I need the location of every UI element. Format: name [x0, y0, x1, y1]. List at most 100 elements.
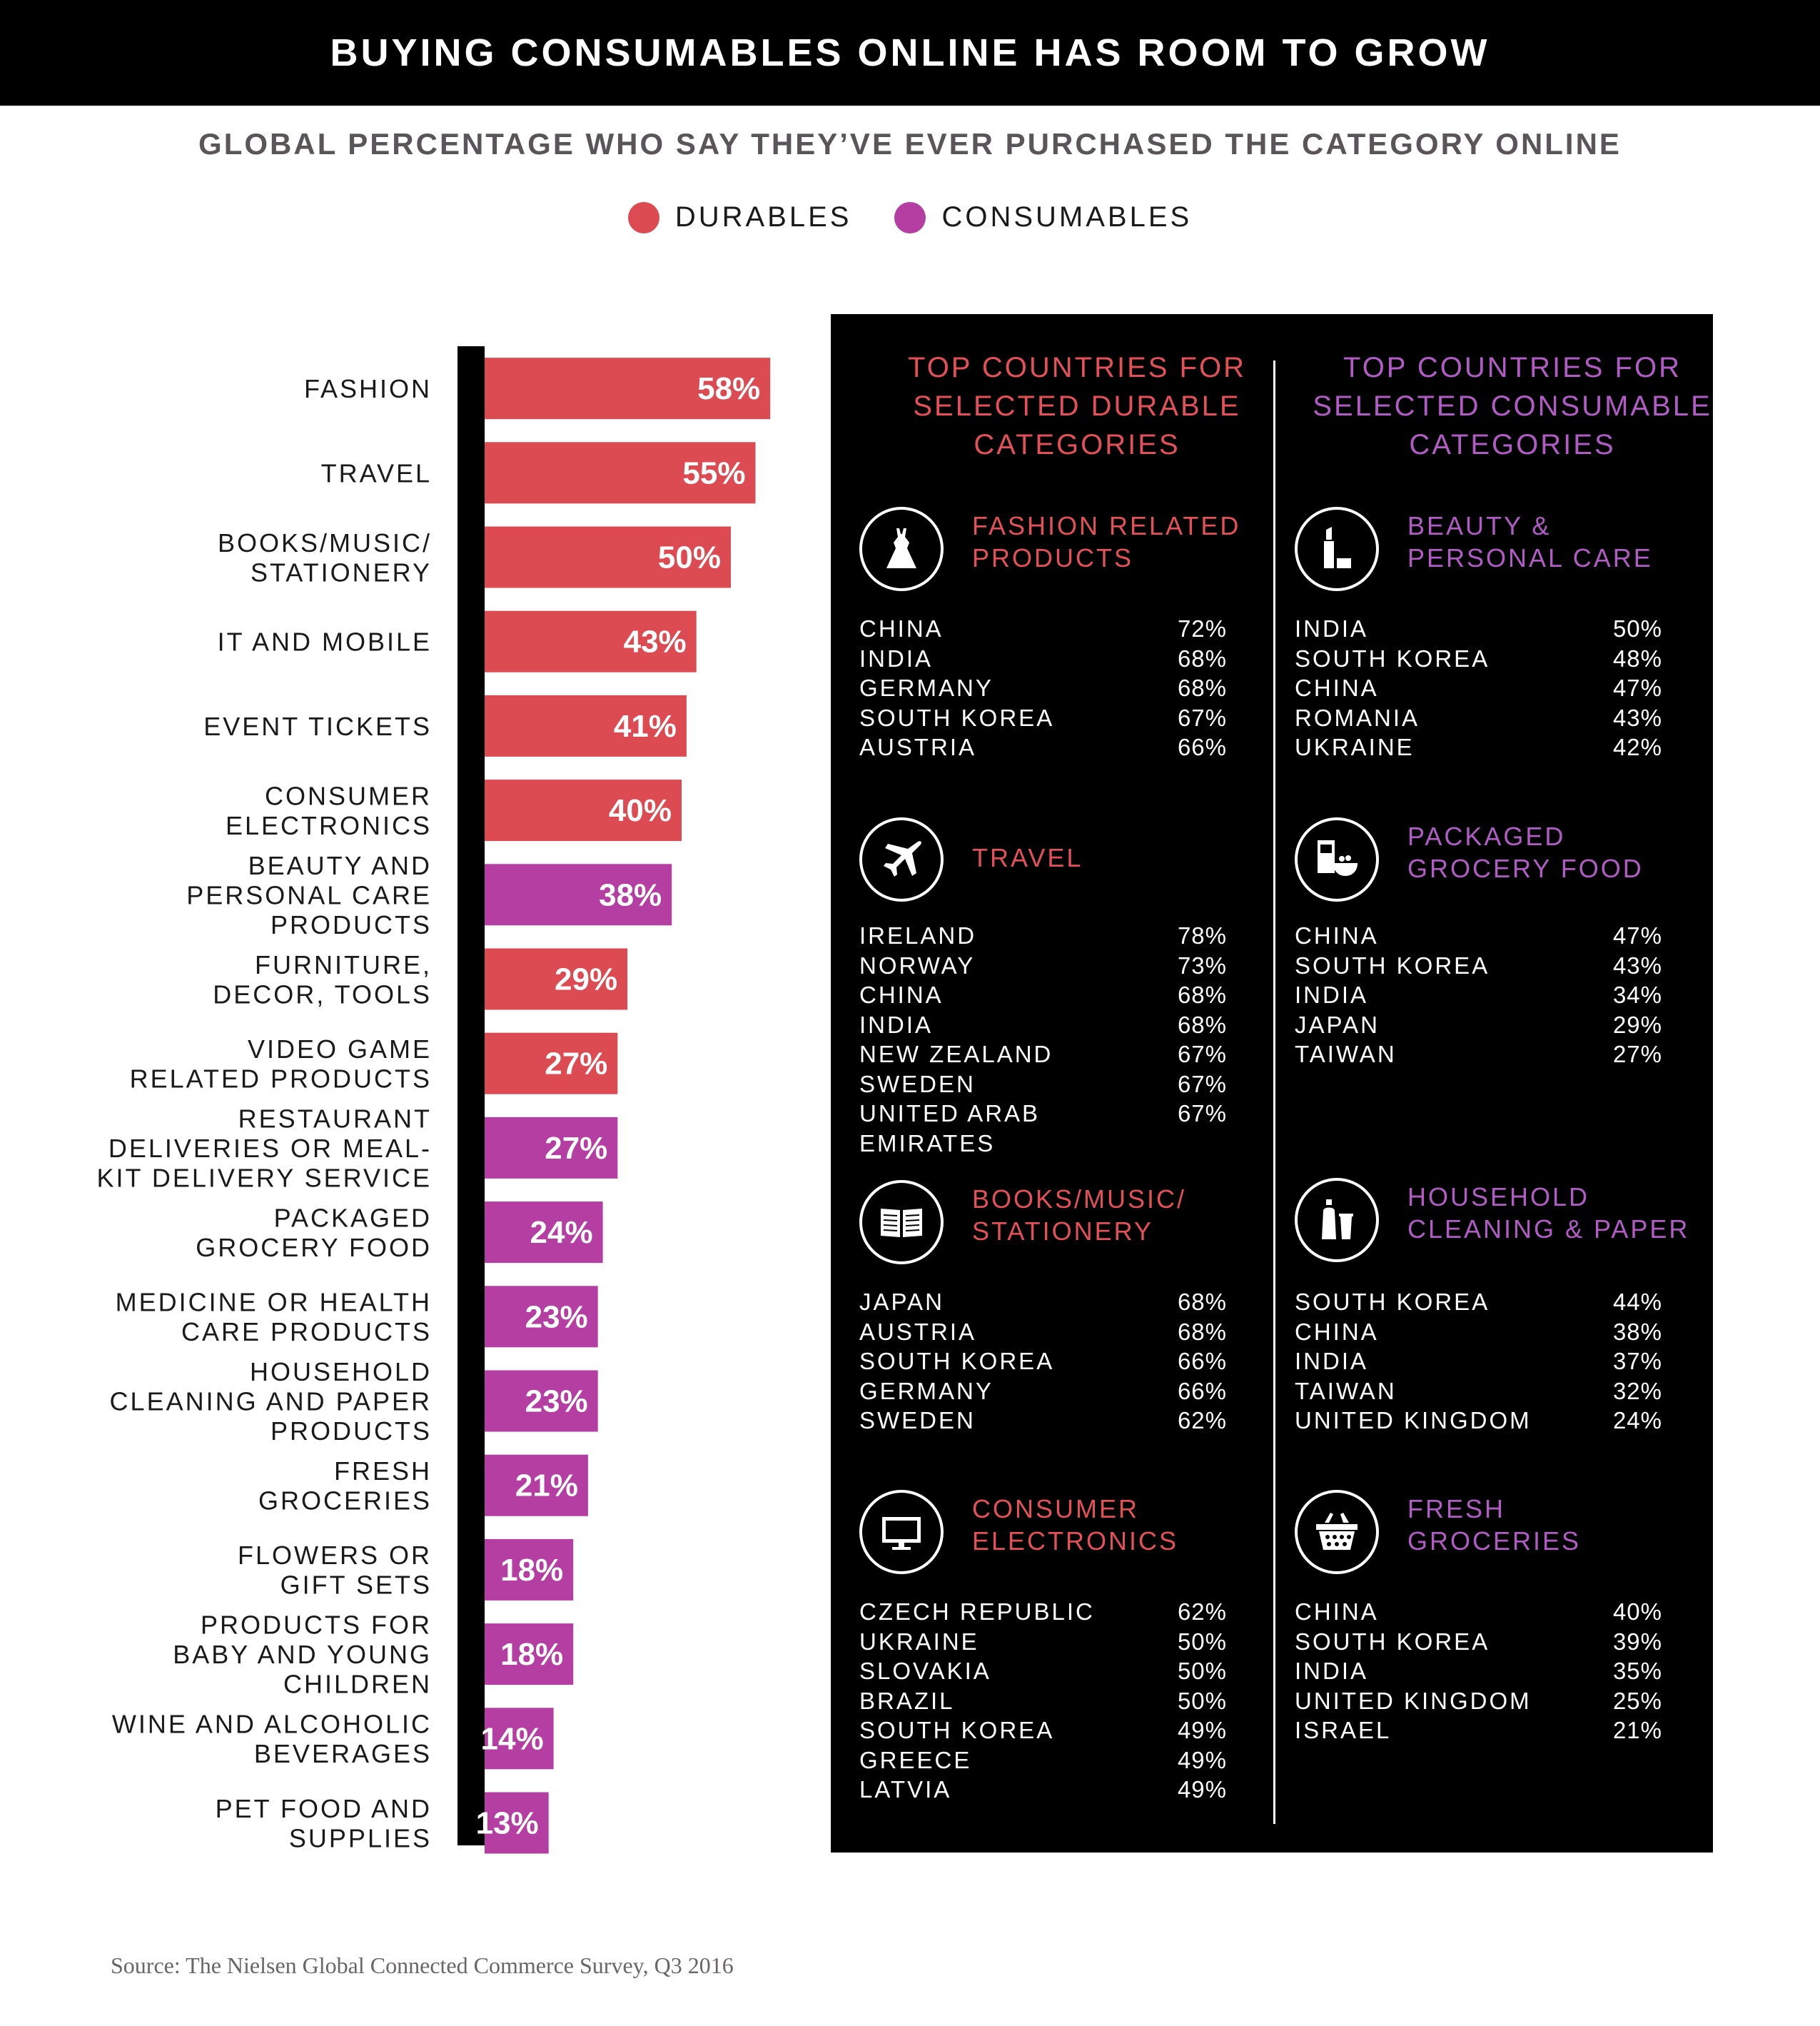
bar-value-label: 43% — [624, 625, 687, 660]
country-row: NORWAY 73% — [859, 951, 1227, 981]
country-percent: 38% — [1612, 1318, 1662, 1345]
country-name: SWEDEN — [859, 1407, 976, 1433]
bar — [485, 442, 756, 504]
durable-column-header: TOP COUNTRIES FOR SELECTED DURABLE CATEG… — [859, 348, 1295, 464]
legend-item-durables: DURABLES — [627, 201, 852, 233]
section-title: TRAVEL — [972, 842, 1083, 874]
section-title: HOUSEHOLD CLEANING & PAPER — [1407, 1181, 1689, 1245]
bar — [485, 1708, 554, 1770]
category-label: EVENT TICKETS — [203, 712, 432, 741]
category-label: ELECTRONICS — [226, 811, 432, 840]
category-label: BEVERAGES — [254, 1739, 432, 1768]
country-name: INDIA — [859, 1011, 934, 1038]
category-label: GROCERY FOOD — [196, 1233, 432, 1262]
durable-header-line: TOP COUNTRIES FOR — [907, 352, 1246, 383]
consumable-column-header: TOP COUNTRIES FOR SELECTED CONSUMABLE CA… — [1295, 348, 1730, 464]
chart-subtitle: GLOBAL PERCENTAGE WHO SAY THEY’VE EVER P… — [198, 127, 1622, 161]
category-label: DELIVERIES OR MEAL- — [108, 1134, 432, 1163]
country-row: SOUTH KOREA 43% — [1295, 951, 1662, 981]
category-label: CONSUMER — [265, 781, 432, 810]
country-row: UNITED KINGDOM 25% — [1295, 1686, 1662, 1716]
country-row: TAIWAN 32% — [1295, 1376, 1662, 1406]
section-title: BOOKS/MUSIC/ STATIONERY — [972, 1183, 1186, 1247]
country-name: CHINA — [1295, 1318, 1379, 1345]
country-name: SLOVAKIA — [859, 1658, 991, 1684]
country-row: SOUTH KOREA 49% — [859, 1715, 1227, 1745]
country-name: SOUTH KOREA — [1295, 1628, 1490, 1655]
category-label: RELATED PRODUCTS — [130, 1064, 432, 1093]
country-row: SLOVAKIA 50% — [859, 1656, 1227, 1686]
country-percent: 39% — [1612, 1628, 1662, 1655]
country-name: SWEDEN — [859, 1070, 976, 1097]
bar — [485, 358, 771, 420]
section-title: BEAUTY & PERSONAL CARE — [1407, 510, 1653, 574]
country-name: INDIA — [1295, 982, 1369, 1008]
category-label: RESTAURANT — [238, 1104, 432, 1133]
lipstick-icon — [1295, 507, 1379, 591]
airplane-icon — [859, 817, 944, 902]
country-list: JAPAN 68% AUSTRIA 68% SOUTH KOREA 66% GERMA… — [859, 1287, 1227, 1436]
category-label: VIDEO GAME — [248, 1034, 432, 1064]
country-row: SWEDEN 67% — [859, 1069, 1227, 1099]
country-row: INDIA 50% — [1295, 614, 1662, 644]
country-percent: 50% — [1177, 1628, 1227, 1655]
category-label: MEDICINE OR HEALTH — [116, 1288, 432, 1317]
category-label: GIFT SETS — [280, 1571, 432, 1600]
category-label: PRODUCTS — [271, 910, 432, 939]
country-row: LATVIA 49% — [859, 1775, 1227, 1805]
country-percent: 40% — [1612, 1598, 1662, 1625]
country-name: ROMANIA — [1295, 704, 1420, 731]
dress-icon — [859, 507, 944, 591]
category-label: BOOKS/MUSIC/ — [218, 528, 432, 558]
country-percent: 49% — [1177, 1776, 1227, 1803]
country-percent: 62% — [1177, 1407, 1227, 1433]
country-row: CHINA 72% — [859, 614, 1227, 644]
category-label: TRAVEL — [321, 458, 432, 488]
category-label: PACKAGED — [274, 1203, 432, 1232]
country-list: CHINA 72% INDIA 68% GERMANY 68% SOUTH KOREA… — [859, 614, 1227, 762]
country-percent: 34% — [1612, 982, 1662, 1008]
consumable-header-line: SELECTED CONSUMABLE — [1313, 390, 1712, 422]
category-label: FLOWERS OR — [238, 1541, 432, 1570]
bar-value-label: 27% — [545, 1131, 607, 1166]
category-label: FURNITURE, — [255, 950, 432, 979]
country-name: UNITED ARAB EMIRATES — [859, 1100, 1041, 1156]
country-percent: 49% — [1177, 1746, 1227, 1773]
country-percent: 21% — [1612, 1717, 1662, 1743]
bar-value-label: 23% — [525, 1384, 588, 1419]
bar-value-label: 58% — [697, 371, 760, 406]
category-label: CHILDREN — [283, 1670, 432, 1699]
country-row: CHINA 38% — [1295, 1317, 1662, 1347]
country-row: CHINA 40% — [1295, 1597, 1662, 1627]
basket-icon — [1295, 1490, 1379, 1574]
category-label: PRODUCTS — [271, 1416, 432, 1446]
country-row: SOUTH KOREA 66% — [859, 1346, 1227, 1376]
section-title: FASHION RELATED PRODUCTS — [972, 510, 1240, 574]
category-label: KIT DELIVERY SERVICE — [96, 1163, 432, 1192]
country-name: CHINA — [859, 982, 944, 1008]
country-percent: 25% — [1612, 1687, 1662, 1714]
country-name: UNITED KINGDOM — [1295, 1407, 1532, 1433]
category-label: IT AND MOBILE — [218, 628, 432, 657]
country-name: NEW ZEALAND — [859, 1041, 1053, 1067]
country-row: AUSTRIA 66% — [859, 732, 1227, 762]
top-countries-panel: TOP COUNTRIES FOR SELECTED DURABLE CATEG… — [831, 314, 1713, 1853]
bar-value-label: 27% — [545, 1047, 607, 1082]
category-label: SUPPLIES — [289, 1823, 432, 1853]
category-label: PERSONAL CARE — [186, 880, 432, 909]
bars-group: 58% FASHION 55% TRAVEL 50% BOOKS/MUSIC/STATIO… — [96, 358, 771, 1854]
title-bar: BUYING CONSUMABLES ONLINE HAS ROOM TO GR… — [0, 0, 1820, 106]
country-name: CHINA — [1295, 675, 1379, 701]
bar-value-label: 23% — [525, 1299, 588, 1334]
bar-value-label: 24% — [530, 1215, 593, 1250]
country-percent: 43% — [1612, 952, 1662, 979]
section-title-line: BEAUTY & — [1407, 511, 1552, 540]
country-percent: 24% — [1612, 1407, 1662, 1433]
bar — [485, 780, 682, 842]
country-name: GERMANY — [859, 675, 994, 701]
category-label: GROCERIES — [258, 1486, 432, 1515]
country-row: IRELAND 78% — [859, 921, 1227, 951]
country-name: UKRAINE — [859, 1628, 979, 1655]
country-percent: 44% — [1612, 1289, 1662, 1315]
country-name: CHINA — [1295, 1598, 1379, 1625]
